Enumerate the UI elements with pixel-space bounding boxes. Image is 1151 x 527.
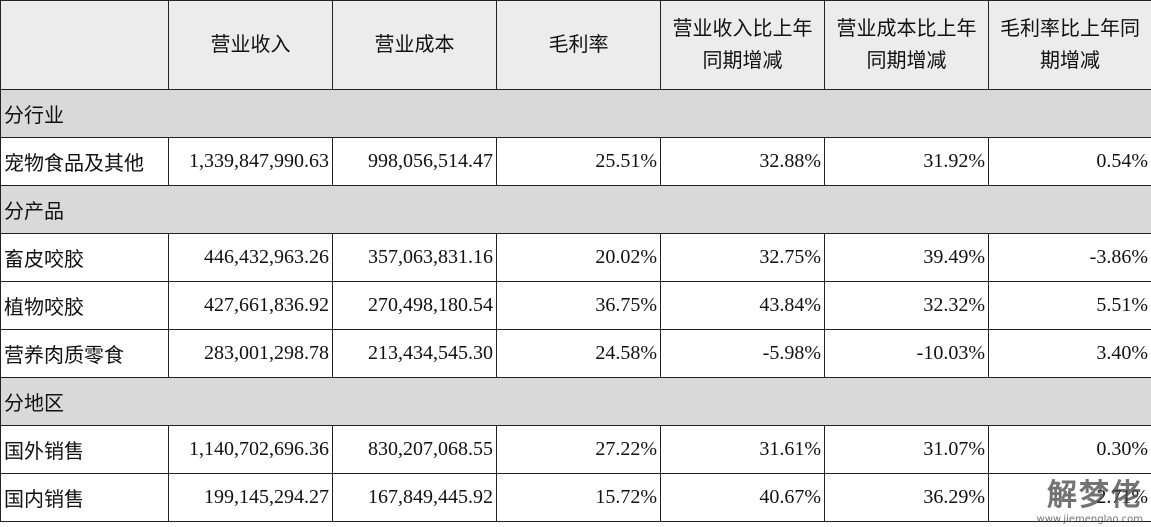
cell: 446,432,963.26 [168,233,333,282]
row-label: 宠物食品及其他 [0,137,169,186]
data-row: 国外销售 1,140,702,696.36 830,207,068.55 27.22%… [0,425,1151,474]
cell: 36.75% [496,281,661,330]
cell: 43.84% [660,281,825,330]
data-row: 畜皮咬胶 446,432,963.26 357,063,831.16 20.02% 32… [0,233,1151,282]
cell: 31.07% [824,425,989,474]
cell: 427,661,836.92 [168,281,333,330]
data-row: 国内销售 199,145,294.27 167,849,445.92 15.72% 40… [0,473,1151,522]
cell: -5.98% [660,329,825,378]
cell: 40.67% [660,473,825,522]
header-row: 营业收入 营业成本 毛利率 营业收入比上年同期增减 营业成本比上年同期增减 毛利率比上年同… [0,0,1151,90]
cell: 5.51% [988,281,1151,330]
cell: 32.32% [824,281,989,330]
column-header: 营业成本比上年同期增减 [824,0,989,90]
data-row: 营养肉质零食 283,001,298.78 213,434,545.30 24.58%… [0,329,1151,378]
cell: 3.40% [988,329,1151,378]
row-label: 畜皮咬胶 [0,233,169,282]
column-header: 营业成本 [332,0,497,90]
row-label: 营养肉质零食 [0,329,169,378]
cell: 0.30% [988,425,1151,474]
data-row: 植物咬胶 427,661,836.92 270,498,180.54 36.75% 43… [0,281,1151,330]
cell: 20.02% [496,233,661,282]
section-row: 分产品 [0,185,1151,234]
cell: 270,498,180.54 [332,281,497,330]
cell: 27.22% [496,425,661,474]
section-title: 分地区 [0,377,1151,426]
column-header: 营业收入 [168,0,333,90]
column-header: 营业收入比上年同期增减 [660,0,825,90]
watermark-brand: 解梦佬 [1047,478,1143,513]
table-body: 分行业 宠物食品及其他 1,339,847,990.63 998,056,514.47… [0,89,1151,522]
row-label: 植物咬胶 [0,281,169,330]
section-title: 分行业 [0,89,1151,138]
cell: 31.61% [660,425,825,474]
column-header: 毛利率 [496,0,661,90]
watermark-url: www.jiemenglao.com [1036,514,1143,525]
cell: 39.49% [824,233,989,282]
row-label: 国外销售 [0,425,169,474]
cell: 357,063,831.16 [332,233,497,282]
cell: 1,140,702,696.36 [168,425,333,474]
cell: 830,207,068.55 [332,425,497,474]
cell: -3.86% [988,233,1151,282]
cell: 0.54% [988,137,1151,186]
cell: 24.58% [496,329,661,378]
cell: 36.29% [824,473,989,522]
cell: 998,056,514.47 [332,137,497,186]
section-row: 分行业 [0,89,1151,138]
row-label: 国内销售 [0,473,169,522]
cell: 2.71% [988,473,1151,522]
cell: 167,849,445.92 [332,473,497,522]
cell: 25.51% [496,137,661,186]
data-row: 宠物食品及其他 1,339,847,990.63 998,056,514.47 25.… [0,137,1151,186]
cell: 199,145,294.27 [168,473,333,522]
corner-cell [0,0,169,90]
section-row: 分地区 [0,377,1151,426]
watermark: 解梦佬 www.jiemenglao.com [1037,470,1143,525]
cell: 283,001,298.78 [168,329,333,378]
cell: 32.75% [660,233,825,282]
cell: 1,339,847,990.63 [168,137,333,186]
cell: 31.92% [824,137,989,186]
column-header: 毛利率比上年同期增减 [988,0,1151,90]
section-title: 分产品 [0,185,1151,234]
cell: 15.72% [496,473,661,522]
cell: 32.88% [660,137,825,186]
cell: 213,434,545.30 [332,329,497,378]
cell: -10.03% [824,329,989,378]
